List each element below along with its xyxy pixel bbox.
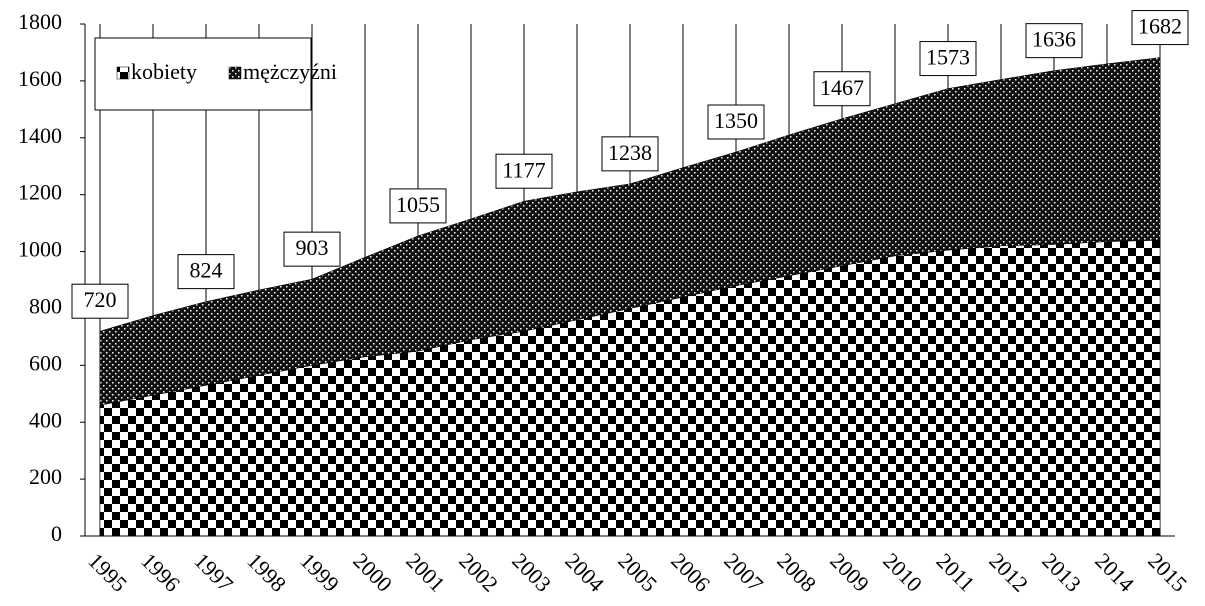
x-tick-label: 2013 bbox=[1037, 548, 1086, 597]
x-tick-label: 1997 bbox=[189, 548, 238, 597]
legend-swatch bbox=[116, 66, 130, 80]
x-tick-label: 2015 bbox=[1143, 548, 1192, 597]
data-label: 720 bbox=[84, 287, 117, 312]
x-tick-label: 2010 bbox=[878, 548, 927, 597]
data-label: 903 bbox=[296, 235, 329, 260]
data-label: 1350 bbox=[714, 108, 758, 133]
data-label: 1177 bbox=[502, 157, 545, 182]
x-tick-label: 1999 bbox=[295, 548, 344, 597]
legend-label: mężczyźni bbox=[243, 59, 337, 84]
x-tick-label: 2004 bbox=[560, 548, 609, 597]
label-box bbox=[707, 104, 765, 140]
x-tick-label: 1996 bbox=[136, 548, 185, 597]
data-label: 1055 bbox=[396, 192, 440, 217]
data-label: 1238 bbox=[608, 140, 652, 165]
area bbox=[99, 57, 1161, 406]
x-tick-label: 2000 bbox=[348, 548, 397, 597]
data-label: 1682 bbox=[1138, 14, 1182, 39]
legend-swatch bbox=[228, 66, 242, 80]
label-box bbox=[1025, 23, 1083, 59]
x-tick-label: 2012 bbox=[984, 548, 1033, 597]
y-tick-label: 1600 bbox=[18, 66, 62, 91]
y-tick-label: 800 bbox=[29, 293, 62, 318]
label-box bbox=[1131, 10, 1189, 46]
data-label: 1573 bbox=[926, 45, 970, 70]
data-label: 824 bbox=[190, 258, 223, 283]
label-box bbox=[813, 71, 871, 107]
x-tick-label: 2002 bbox=[454, 548, 503, 597]
y-tick-label: 1000 bbox=[18, 237, 62, 262]
y-tick-label: 1800 bbox=[18, 9, 62, 34]
x-tick-label: 2005 bbox=[613, 548, 662, 597]
label-box bbox=[601, 136, 659, 172]
x-tick-label: 2006 bbox=[666, 548, 715, 597]
x-tick-label: 2007 bbox=[719, 548, 768, 597]
x-tick-label: 2011 bbox=[932, 548, 980, 596]
data-label: 1467 bbox=[820, 75, 864, 100]
label-box bbox=[389, 188, 447, 224]
y-tick-label: 1400 bbox=[18, 123, 62, 148]
x-tick-label: 1995 bbox=[83, 548, 132, 597]
x-tick-label: 2003 bbox=[507, 548, 556, 597]
y-tick-label: 200 bbox=[29, 464, 62, 489]
label-box bbox=[495, 153, 553, 189]
legend: kobiety mężczyźni bbox=[94, 37, 337, 111]
y-tick-label: 0 bbox=[51, 521, 62, 546]
x-tick-label: 2001 bbox=[401, 548, 450, 597]
y-tick-label: 400 bbox=[29, 407, 62, 432]
label-box bbox=[919, 41, 977, 77]
y-tick-label: 600 bbox=[29, 350, 62, 375]
legend-label: kobiety bbox=[131, 59, 197, 84]
data-label: 1636 bbox=[1032, 27, 1076, 52]
x-tick-label: 2014 bbox=[1090, 548, 1139, 597]
x-tick-label: 2009 bbox=[825, 548, 874, 597]
labels: 720 824 903 1055 1177 1238 1350 1467 1573 1636 168… bbox=[71, 10, 1189, 319]
x-tick-label: 2008 bbox=[772, 548, 821, 597]
legend-box bbox=[94, 37, 312, 111]
y-tick-label: 1200 bbox=[18, 180, 62, 205]
label-box bbox=[283, 231, 341, 267]
label-box bbox=[177, 254, 235, 290]
label-box bbox=[71, 283, 129, 319]
x-tick-label: 1998 bbox=[242, 548, 291, 597]
